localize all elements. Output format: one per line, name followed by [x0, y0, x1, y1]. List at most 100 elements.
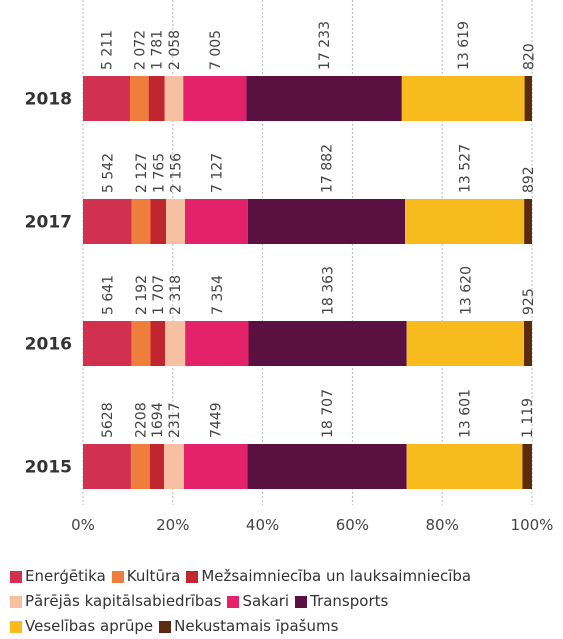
legend-item: Pārējās kapitālsabiedrības [10, 589, 221, 614]
data-label: 7449 [209, 402, 225, 438]
data-label: 13 601 [458, 389, 474, 438]
legend-item: Veselības aprūpe [10, 614, 153, 639]
data-label: 892 [521, 166, 537, 193]
bar-segment [83, 444, 131, 489]
y-tick-label: 2018 [25, 90, 72, 110]
bar-segment [406, 444, 523, 489]
data-label: 1694 [150, 402, 166, 438]
data-label: 2317 [167, 402, 183, 438]
x-tick-label: 100% [511, 516, 554, 534]
data-label: 17 233 [317, 21, 333, 70]
data-label: 5 641 [100, 275, 116, 315]
data-label: 2208 [133, 402, 149, 438]
bar-segment [405, 199, 525, 244]
y-tick-label: 2017 [25, 213, 72, 233]
data-label: 2 192 [134, 275, 150, 315]
data-label: 2 058 [167, 30, 183, 70]
bar-segment [401, 76, 525, 121]
data-label: 1 707 [151, 275, 167, 315]
bar-segment [185, 321, 249, 366]
bar-segment [247, 444, 407, 489]
legend-label: Sakari [242, 592, 290, 610]
bar-segment [183, 444, 248, 489]
legend-label: Veselības aprūpe [25, 617, 154, 635]
bar-segment [131, 199, 151, 244]
legend-swatch [295, 595, 308, 608]
bar-segment [524, 76, 532, 121]
legend-item: Sakari [227, 589, 289, 614]
legend-swatch [186, 570, 199, 583]
bar-segment [524, 199, 532, 244]
data-label: 7 127 [209, 153, 225, 193]
data-label: 2 318 [168, 275, 184, 315]
legend-item: Nekustamais īpašums [159, 614, 338, 639]
legend-swatch [10, 595, 22, 608]
data-label: 18 363 [321, 266, 337, 315]
legend-label: Transports [310, 592, 389, 610]
data-label: 820 [521, 43, 537, 70]
bar-segment [150, 199, 167, 244]
data-label: 5 542 [100, 153, 116, 193]
legend-item: Enerģētika [10, 564, 106, 589]
data-label: 7 005 [208, 30, 224, 70]
bar-segment [83, 321, 132, 366]
legend-item: Mežsaimniecība un lauksaimniecība [186, 564, 471, 589]
legend-swatch [227, 595, 240, 608]
data-label: 13 619 [456, 21, 472, 70]
data-label: 2 072 [132, 30, 148, 70]
bar-segment [149, 444, 165, 489]
legend-swatch [10, 570, 22, 583]
bar-segment [150, 321, 166, 366]
bar-segment [183, 76, 247, 121]
legend-item: Kultūra [111, 564, 181, 589]
legend-label: Kultūra [126, 567, 181, 585]
legend-label: Nekustamais īpašums [174, 617, 339, 635]
legend-swatch [10, 620, 22, 633]
bar-segment [165, 321, 186, 366]
data-label: 5 211 [99, 30, 115, 70]
data-label: 925 [521, 288, 537, 315]
chart: 0% 20% 40% 60% 80% 100% 2018 5 211 2 072 1 781 2 0… [25, 0, 554, 534]
data-label: 13 527 [458, 144, 474, 193]
bar-segment [522, 444, 532, 489]
bar-segment [129, 76, 149, 121]
x-tick-label: 60% [336, 516, 369, 534]
data-label: 5628 [100, 402, 116, 438]
bar-segment [83, 199, 132, 244]
data-label: 7 354 [210, 275, 226, 315]
legend: Enerģētika Kultūra Mežsaimniecība un lauks… [10, 564, 563, 639]
data-label: 1 765 [151, 153, 167, 193]
bar-segment [247, 199, 406, 244]
data-label: 13 620 [458, 266, 474, 315]
x-tick-label: 0% [71, 516, 95, 534]
y-tick-label: 2015 [25, 458, 72, 478]
legend-item: Transports [295, 589, 388, 614]
bar-segment [246, 76, 402, 121]
legend-swatch [159, 620, 172, 633]
bar-segment [248, 321, 407, 366]
bar-segment [185, 199, 248, 244]
data-label: 2 156 [169, 153, 185, 193]
bar-segment [130, 444, 150, 489]
data-label: 17 882 [319, 144, 335, 193]
x-tick-label: 80% [426, 516, 459, 534]
y-tick-label: 2016 [25, 335, 72, 355]
bar-segment [131, 321, 151, 366]
legend-label: Enerģētika [25, 567, 106, 585]
x-tick-label: 20% [156, 516, 189, 534]
legend-swatch [111, 570, 124, 583]
bar-segment [406, 321, 525, 366]
bar-segment [83, 76, 130, 121]
data-label: 1 119 [520, 398, 536, 438]
data-label: 18 707 [320, 389, 336, 438]
legend-label: Mežsaimniecība un lauksaimniecība [201, 567, 472, 585]
legend-label: Pārējās kapitālsabiedrības [25, 592, 222, 610]
bar-segment [166, 199, 186, 244]
x-tick-label: 40% [246, 516, 279, 534]
bar-segment [148, 76, 165, 121]
bar-segment [164, 76, 184, 121]
data-label: 1 781 [150, 30, 166, 70]
bar-segment [164, 444, 184, 489]
bar-segment [524, 321, 532, 366]
